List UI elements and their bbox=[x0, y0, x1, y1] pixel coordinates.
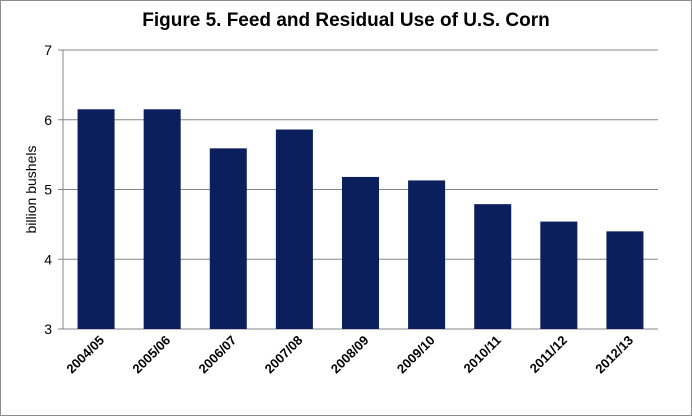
bar-2009-10 bbox=[408, 180, 446, 329]
bar-2006-07 bbox=[209, 148, 247, 329]
y-axis-label: billion bushels bbox=[23, 146, 39, 234]
bars bbox=[77, 109, 644, 329]
y-tick-label: 6 bbox=[44, 112, 52, 128]
bar-2008-09 bbox=[341, 176, 380, 329]
x-tick-label: 2011/12 bbox=[527, 333, 570, 376]
y-tick-label: 3 bbox=[44, 321, 52, 337]
x-tick-label: 2005/06 bbox=[129, 333, 173, 377]
bar-2012-13 bbox=[606, 231, 644, 329]
y-tick-label: 4 bbox=[44, 251, 52, 267]
x-tick-label: 2004/05 bbox=[63, 333, 107, 377]
x-tick-labels: 2004/05 2005/06 2006/07 2007/08 2008/09 2009/… bbox=[63, 333, 636, 377]
y-tick-labels: 3 4 5 6 7 bbox=[44, 42, 52, 337]
bar-2011-12 bbox=[540, 221, 578, 329]
x-tick-label: 2012/13 bbox=[592, 333, 636, 377]
chart-title: Figure 5. Feed and Residual Use of U.S. … bbox=[142, 10, 550, 31]
bar-2005-06 bbox=[143, 109, 181, 329]
bar-2007-08 bbox=[275, 129, 313, 329]
bar-2010-11 bbox=[474, 204, 512, 329]
x-tick-label: 2006/07 bbox=[196, 333, 240, 377]
y-tick-label: 5 bbox=[44, 182, 52, 198]
bar-2004-05 bbox=[77, 109, 115, 329]
x-tick-label: 2010/11 bbox=[461, 333, 504, 376]
x-tick-label: 2007/08 bbox=[262, 333, 306, 377]
y-tick-label: 7 bbox=[44, 42, 52, 58]
x-tick-label: 2008/09 bbox=[328, 333, 372, 377]
x-tick-label: 2009/10 bbox=[394, 333, 438, 377]
